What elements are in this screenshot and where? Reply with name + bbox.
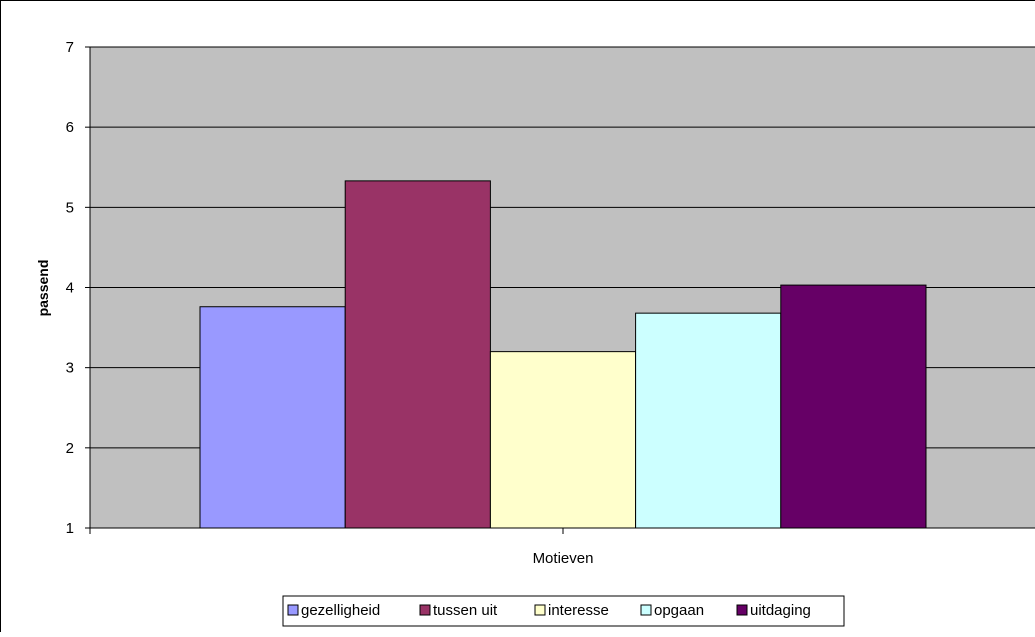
bar-tussen-uit: [345, 181, 490, 528]
y-tick-label: 2: [66, 440, 74, 457]
legend-swatch: [641, 605, 651, 615]
y-tick-label: 3: [66, 360, 74, 377]
bar-gezelligheid: [200, 307, 345, 528]
x-axis-label: Motieven: [533, 550, 594, 567]
bar-opgaan: [636, 313, 781, 528]
legend-swatch: [535, 605, 545, 615]
bar-uitdaging: [781, 285, 926, 528]
legend-label: interesse: [548, 602, 609, 619]
legend-swatch: [737, 605, 747, 615]
legend-label: tussen uit: [433, 602, 498, 619]
bar-interesse: [490, 352, 635, 528]
y-tick-label: 4: [66, 280, 74, 297]
legend: gezelligheid tussen uit interesse opgaan uit…: [283, 596, 844, 626]
y-axis-label: passend: [35, 260, 51, 317]
y-tick-label: 1: [66, 520, 74, 537]
legend-swatch: [288, 605, 298, 615]
y-tick-label: 5: [66, 199, 74, 216]
legend-label: uitdaging: [750, 602, 811, 619]
legend-label: opgaan: [654, 602, 704, 619]
legend-swatch: [420, 605, 430, 615]
legend-label: gezelligheid: [301, 602, 380, 619]
y-tick-label: 7: [66, 39, 74, 56]
y-tick-label: 6: [66, 119, 74, 136]
